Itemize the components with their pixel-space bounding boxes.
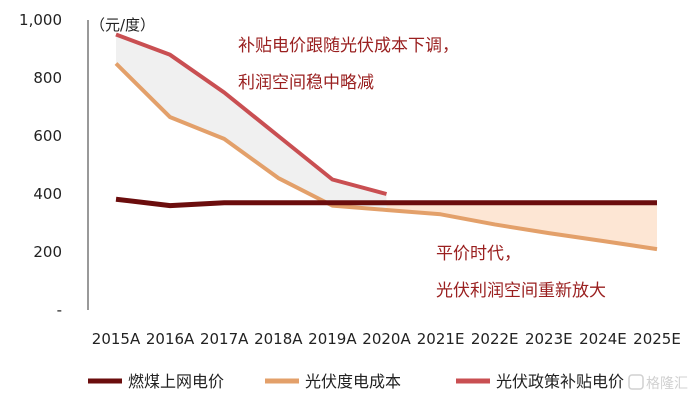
shaded-bands [116, 34, 657, 250]
x-tick-label: 2016A [146, 330, 195, 348]
x-tick-label: 2021E [417, 330, 465, 348]
annotation-text: 平价时代， [436, 244, 521, 264]
y-tick-label: 400 [33, 185, 62, 203]
x-tick-label: 2022E [471, 330, 519, 348]
series-line [115, 32, 388, 196]
annotation-text: 光伏利润空间重新放大 [436, 281, 606, 301]
series-line [114, 62, 658, 252]
x-tick-label: 2015A [92, 330, 141, 348]
x-tick-label: 2018A [254, 330, 303, 348]
y-tick-label: 600 [33, 127, 62, 145]
x-tick-label: 2025E [633, 330, 681, 348]
legend-label: 光伏度电成本 [305, 372, 401, 391]
legend: 燃煤上网电价 光伏度电成本 光伏政策补贴电价 [88, 372, 624, 391]
legend-label: 燃煤上网电价 [128, 372, 224, 391]
y-tick-label: - [57, 301, 62, 319]
subsidy-band [116, 34, 387, 210]
y-unit-label: （元/度） [90, 16, 155, 34]
series-line [115, 196, 657, 209]
y-tick-label: 1,000 [19, 11, 62, 29]
y-tick-label: 800 [33, 69, 62, 87]
watermark-text: 格隆汇 [646, 376, 688, 392]
annotation-text: 补贴电价跟随光伏成本下调， [238, 36, 459, 56]
watermark-logo: 格隆汇 [628, 374, 688, 392]
x-tick-label: 2024E [579, 330, 627, 348]
y-tick-labels: 1,000 800 600 400 200 - [19, 11, 62, 319]
x-tick-label: 2023E [525, 330, 573, 348]
x-tick-label: 2017A [200, 330, 249, 348]
y-tick-label: 200 [33, 243, 62, 261]
x-tick-label: 2019A [308, 330, 357, 348]
annotation-text: 利润空间稳中略减 [238, 73, 374, 93]
series-lines [114, 32, 658, 252]
legend-label: 光伏政策补贴电价 [496, 372, 624, 391]
x-tick-labels: 2015A 2016A 2017A 2018A 2019A 2020A 2021E 2022E… [92, 330, 681, 348]
x-tick-label: 2020A [362, 330, 411, 348]
